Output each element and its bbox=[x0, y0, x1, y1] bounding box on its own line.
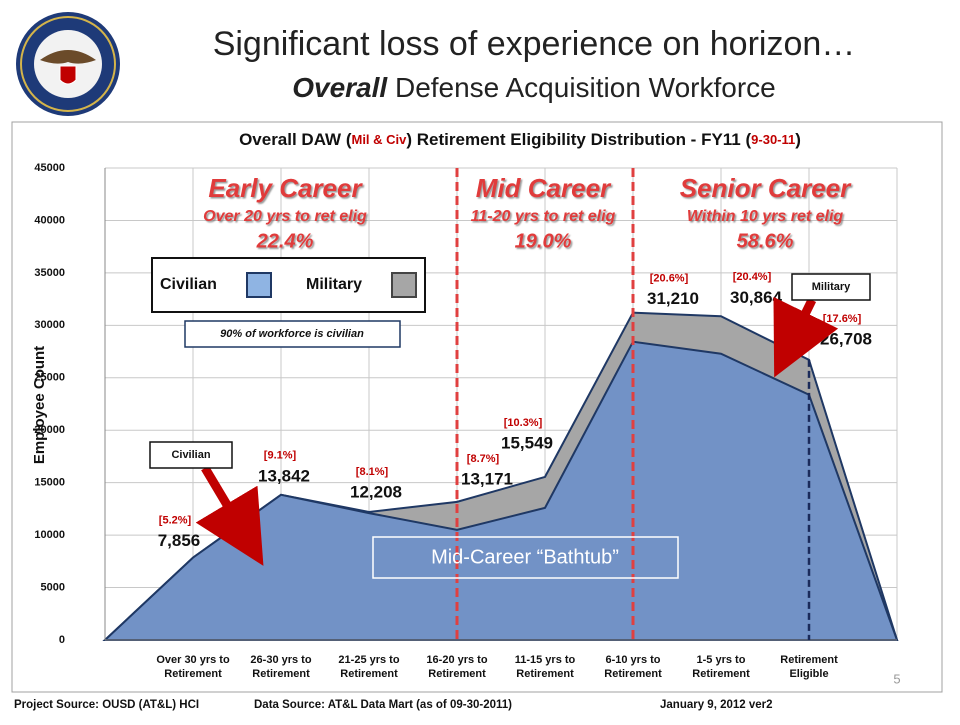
slide-subtitle: Overall Defense Acquisition Workforce bbox=[292, 72, 776, 103]
x-tick-line: Retirement bbox=[340, 668, 398, 680]
footer-date: January 9, 2012 ver2 bbox=[660, 699, 773, 711]
region-heading: Early Career Over 20 yrs to ret elig 22.4% bbox=[203, 173, 367, 252]
footer-project: Project Source: OUSD (AT&L) HCI bbox=[14, 699, 199, 711]
x-tick-label: 26-30 yrs to Retirement bbox=[250, 654, 311, 680]
region-heading: Senior Career Within 10 yrs ret elig 58.6% bbox=[680, 173, 852, 252]
y-axis-label: Employee Count bbox=[31, 346, 48, 464]
x-tick-label: 16-20 yrs to Retirement bbox=[426, 654, 487, 680]
callout-arrow bbox=[773, 296, 839, 378]
share-label: [10.3%] bbox=[504, 417, 543, 429]
x-tick-line: 1-5 yrs to bbox=[697, 654, 746, 666]
x-tick-label: 21-25 yrs to Retirement bbox=[338, 654, 399, 680]
x-tick-line: 26-30 yrs to bbox=[250, 654, 311, 666]
x-tick-label: 1-5 yrs to Retirement bbox=[692, 654, 750, 680]
title-part: ) bbox=[795, 130, 801, 149]
x-tick-line: Over 30 yrs to bbox=[156, 654, 230, 666]
note-text: 90% of workforce is civilian bbox=[220, 328, 364, 340]
total-label: 7,856 bbox=[158, 531, 201, 550]
legend-swatch bbox=[391, 272, 417, 298]
bathtub-box bbox=[372, 536, 679, 579]
y-tick-label: 0 bbox=[59, 634, 65, 646]
y-tick-label: 20000 bbox=[34, 424, 65, 436]
y-tick-label: 35000 bbox=[34, 267, 65, 279]
callout-box bbox=[149, 441, 233, 469]
x-tick-label: 6-10 yrs to Retirement bbox=[604, 654, 662, 680]
note-box bbox=[184, 320, 401, 348]
footer-data: Data Source: AT&L Data Mart (as of 09-30… bbox=[254, 699, 512, 711]
callout-text: Military bbox=[812, 281, 851, 293]
subtitle-text: Defense Acquisition Workforce bbox=[395, 72, 776, 103]
region-share: 22.4% bbox=[256, 230, 314, 252]
x-tick-line: 11-15 yrs to bbox=[515, 654, 576, 666]
x-tick-line: Eligible bbox=[789, 668, 828, 680]
y-tick-label: 15000 bbox=[34, 477, 65, 489]
region-title: Senior Career bbox=[680, 173, 852, 203]
x-tick-line: Retirement bbox=[164, 668, 222, 680]
total-label: 30,864 bbox=[730, 288, 783, 307]
share-label: [8.1%] bbox=[356, 466, 389, 478]
region-sub: Over 20 yrs to ret elig bbox=[203, 208, 367, 225]
region-share: 19.0% bbox=[515, 230, 572, 252]
x-tick-line: Retirement bbox=[692, 668, 750, 680]
region-title: Mid Career bbox=[476, 173, 612, 203]
title-part: Overall DAW ( bbox=[239, 130, 352, 149]
total-label: 13,842 bbox=[258, 466, 310, 485]
x-tick-line: Retirement bbox=[252, 668, 310, 680]
region-heading: Mid Career 11-20 yrs to ret elig 19.0% bbox=[471, 173, 616, 252]
total-label: 15,549 bbox=[501, 433, 553, 452]
page-number: 5 bbox=[893, 671, 900, 686]
y-tick-label: 30000 bbox=[34, 319, 65, 331]
x-tick-label: 11-15 yrs to Retirement bbox=[515, 654, 576, 680]
region-title: Early Career bbox=[208, 173, 363, 203]
y-tick-label: 45000 bbox=[34, 162, 65, 174]
x-tick-line: 21-25 yrs to bbox=[338, 654, 399, 666]
y-tick-label: 25000 bbox=[34, 372, 65, 384]
share-label: [5.2%] bbox=[159, 515, 192, 527]
x-tick-line: Retirement bbox=[428, 668, 486, 680]
y-tick-label: 5000 bbox=[41, 581, 65, 593]
bathtub-text: Mid-Career “Bathtub” bbox=[431, 546, 619, 568]
share-label: [20.4%] bbox=[733, 271, 772, 283]
title-part: ) Retirement Eligibility Distribution - … bbox=[406, 130, 751, 149]
legend-box bbox=[151, 257, 426, 313]
x-tick-line: Retirement bbox=[516, 668, 574, 680]
region-sub: Within 10 yrs ret elig bbox=[687, 208, 844, 225]
x-tick-line: 6-10 yrs to bbox=[605, 654, 660, 666]
share-label: [8.7%] bbox=[467, 453, 500, 465]
share-label: [20.6%] bbox=[650, 273, 689, 285]
callout-box bbox=[791, 273, 871, 301]
legend-label: Civilian bbox=[160, 276, 217, 293]
share-label: [9.1%] bbox=[264, 450, 297, 462]
chart-title: Overall DAW (Mil & Civ) Retirement Eligi… bbox=[239, 130, 801, 149]
x-tick-label: Retirement Eligible bbox=[780, 654, 838, 680]
legend-label: Military bbox=[306, 276, 362, 293]
seal bbox=[16, 12, 120, 116]
x-tick-line: 16-20 yrs to bbox=[426, 654, 487, 666]
total-label: 13,171 bbox=[461, 469, 513, 488]
slide-title: Significant loss of experience on horizo… bbox=[213, 25, 856, 63]
y-tick-label: 40000 bbox=[34, 214, 65, 226]
region-share: 58.6% bbox=[737, 230, 794, 252]
x-tick-label: Over 30 yrs to Retirement bbox=[156, 654, 230, 680]
total-label: 12,208 bbox=[350, 482, 402, 501]
legend-swatch bbox=[246, 272, 272, 298]
region-sub: 11-20 yrs to ret elig bbox=[471, 208, 616, 225]
total-label: 31,210 bbox=[647, 289, 699, 308]
y-tick-label: 10000 bbox=[34, 529, 65, 541]
total-label: 26,708 bbox=[820, 329, 872, 348]
callout-text: Civilian bbox=[171, 449, 210, 461]
share-label: [17.6%] bbox=[823, 313, 862, 325]
callout-arrow bbox=[195, 465, 264, 566]
x-tick-line: Retirement bbox=[604, 668, 662, 680]
x-tick-line: Retirement bbox=[780, 654, 838, 666]
title-part: Mil & Civ bbox=[351, 132, 407, 147]
title-part: 9-30-11 bbox=[751, 132, 795, 147]
subtitle-em: Overall bbox=[292, 72, 388, 103]
